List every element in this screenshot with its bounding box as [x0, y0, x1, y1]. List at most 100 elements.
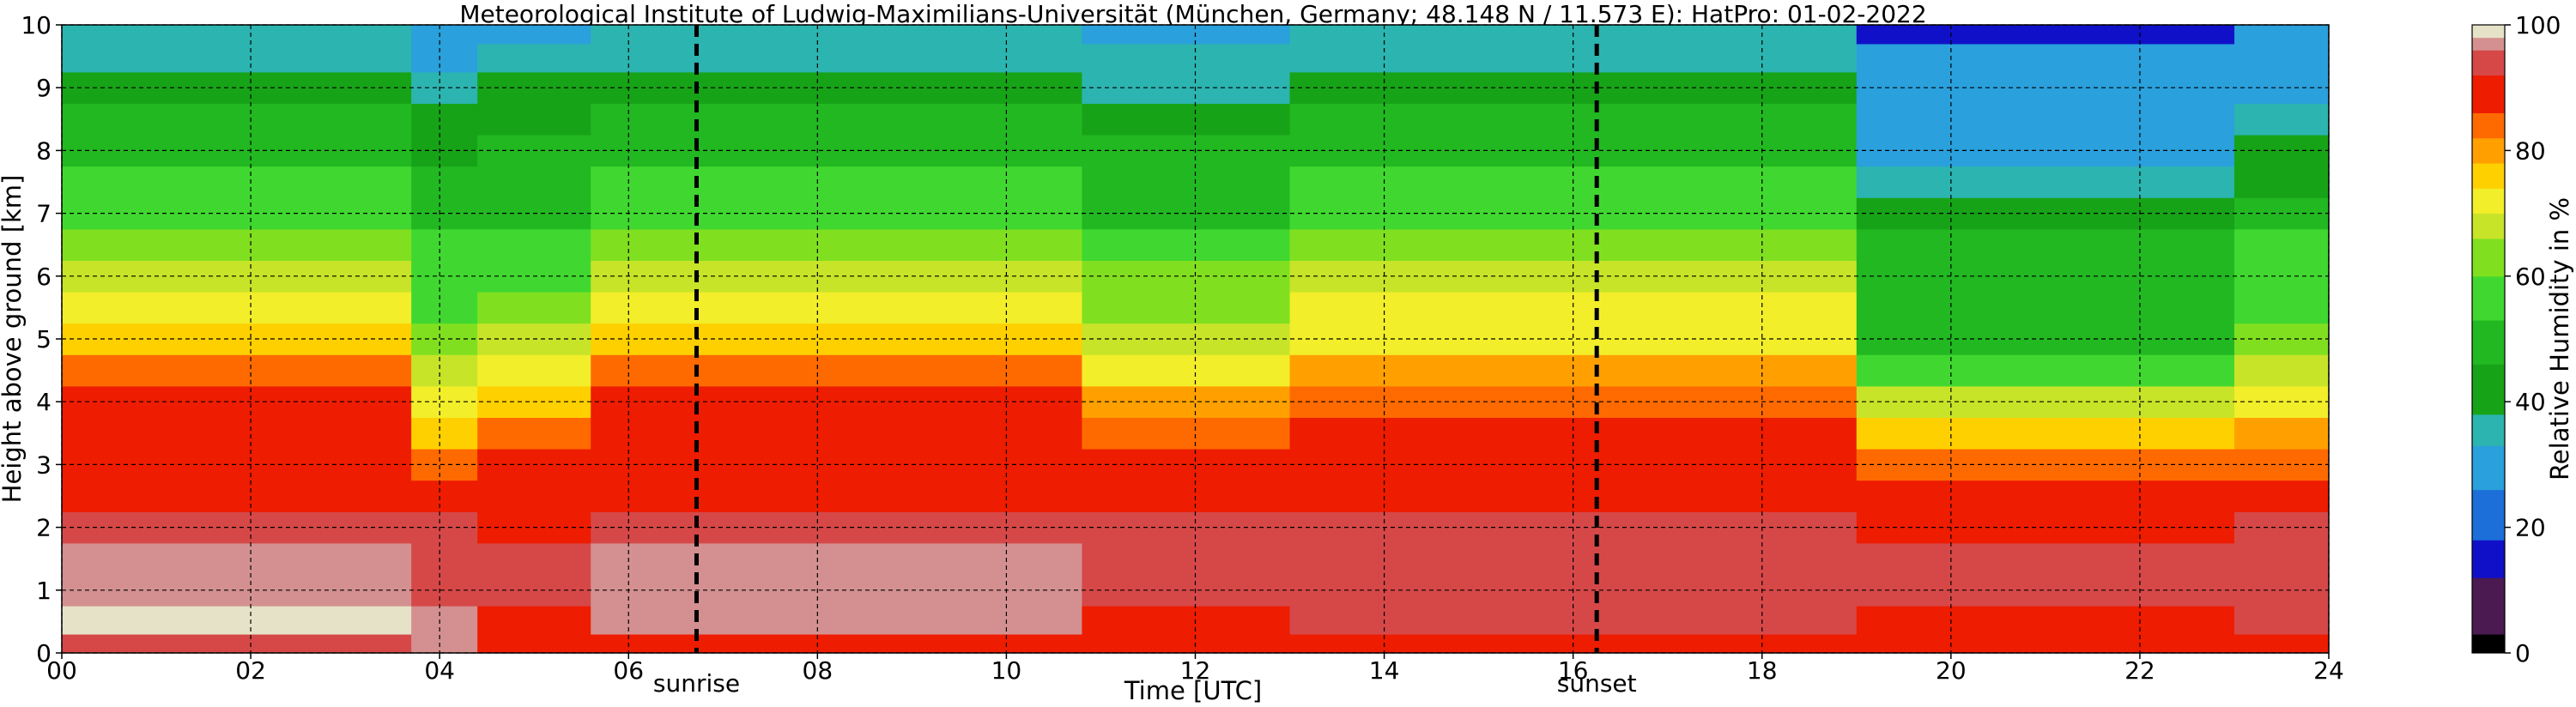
- heatmap-cell: [1856, 385, 2235, 418]
- y-tick-label: 4: [36, 388, 52, 416]
- heatmap-cell: [1082, 103, 1291, 136]
- heatmap-cell: [2234, 166, 2330, 198]
- heatmap-cell: [411, 606, 478, 635]
- heatmap-cell: [62, 166, 412, 198]
- heatmap-cell: [2234, 354, 2330, 387]
- colorbar-segment: [2472, 112, 2505, 139]
- heatmap-cell: [1082, 166, 1291, 198]
- chart-title: Meteorological Institute of Ludwig-Maxim…: [459, 0, 1926, 28]
- heatmap-cell: [62, 542, 412, 575]
- heatmap-cell: [1082, 480, 1291, 512]
- heatmap-cell: [62, 292, 412, 324]
- heatmap-cell: [411, 354, 478, 387]
- colorbar-tick-label: 60: [2515, 263, 2546, 291]
- heatmap-cell: [411, 542, 478, 575]
- colorbar-segment: [2472, 137, 2505, 164]
- colorbar-title: Relative Humidity in %: [2545, 197, 2574, 480]
- heatmap-cell: [1856, 25, 2235, 45]
- colorbar-tick-label: 20: [2515, 514, 2546, 542]
- heatmap-cell: [2234, 417, 2330, 450]
- colorbar-segment: [2472, 320, 2505, 365]
- sunrise-label: sunrise: [653, 669, 740, 698]
- heatmap-cell: [591, 417, 1082, 450]
- heatmap-cell: [2234, 25, 2330, 45]
- heatmap-cell: [411, 292, 478, 324]
- heatmap-cell: [1856, 634, 2235, 654]
- heatmap-cell: [62, 228, 412, 261]
- heatmap-cell: [1082, 354, 1291, 387]
- x-tick-label: 24: [2313, 656, 2344, 685]
- y-tick-label: 0: [36, 639, 52, 668]
- y-tick-label: 7: [36, 200, 52, 228]
- heatmap-cell: [62, 103, 412, 136]
- heatmap-cell: [411, 417, 478, 450]
- heatmap-cell: [477, 103, 591, 136]
- heatmap-cell: [2234, 634, 2330, 654]
- colorbar-segment: [2472, 75, 2505, 113]
- heatmap-cell: [411, 103, 478, 136]
- heatmap-cell: [1856, 103, 2235, 136]
- heatmap-cell: [591, 634, 1082, 654]
- colorbar-tick-label: 80: [2515, 136, 2546, 165]
- heatmap-cell: [2234, 542, 2330, 575]
- heatmap-cell: [62, 25, 412, 45]
- heatmap-cell: [62, 480, 412, 512]
- heatmap-cell: [591, 542, 1082, 575]
- y-tick-label: 3: [36, 450, 52, 479]
- heatmap-cell: [411, 228, 478, 261]
- colorbar: 0 20 40 60 80 100: [2471, 11, 2561, 668]
- heatmap-cell: [1856, 71, 2235, 104]
- heatmap-cell: [1856, 417, 2235, 450]
- heatmap-cell: [1082, 606, 1291, 635]
- heatmap-cell: [62, 43, 412, 73]
- heatmap-cell: [591, 480, 1082, 512]
- heatmap-cell: [1856, 606, 2235, 635]
- heatmap-cell: [591, 103, 1082, 136]
- heatmap-cell: [1082, 228, 1291, 261]
- heatmap-cell: [477, 542, 591, 575]
- x-tick-label: 04: [424, 656, 455, 685]
- heatmap-cell: [62, 354, 412, 387]
- x-tick-label: 06: [613, 656, 644, 685]
- x-tick-label: 00: [46, 656, 77, 685]
- colorbar-segment: [2472, 37, 2505, 51]
- sunset-label: sunset: [1557, 669, 1637, 698]
- heatmap-cell: [1856, 574, 2235, 607]
- heatmap-cell: [477, 354, 591, 387]
- x-tick-label: 20: [1936, 656, 1967, 685]
- heatmap-cell: [1856, 292, 2235, 324]
- heatmap-cell: [2234, 43, 2330, 73]
- colorbar-segment: [2472, 364, 2505, 415]
- heatmap-cell: [1856, 260, 2235, 293]
- colorbar-tick-label: 40: [2515, 388, 2546, 416]
- y-tick-label: 6: [36, 263, 52, 291]
- colorbar-segment: [2472, 445, 2505, 491]
- heatmap-cell: [477, 634, 591, 654]
- heatmap-cell: [2234, 606, 2330, 635]
- x-tick-label: 22: [2124, 656, 2155, 685]
- colorbar-segment: [2472, 540, 2505, 578]
- heatmap-cell: [2234, 292, 2330, 324]
- x-tick-label: 08: [803, 656, 833, 685]
- heatmap-cell: [477, 43, 591, 73]
- heatmap-cell: [1082, 25, 1291, 45]
- y-tick-label: 9: [36, 74, 52, 102]
- colorbar-segment: [2472, 238, 2505, 277]
- heatmap-cell: [411, 166, 478, 198]
- x-tick-label: 10: [991, 656, 1022, 685]
- x-axis-title: Time [UTC]: [1124, 676, 1262, 705]
- heatmap-cell: [1856, 511, 2235, 544]
- heatmap-cell: [2234, 103, 2330, 136]
- heatmap-cell: [1856, 135, 2235, 167]
- heatmap-cell: [1082, 417, 1291, 450]
- heatmap-cell: [1856, 354, 2235, 387]
- heatmap-cell: [62, 634, 412, 654]
- heatmap-cell: [1082, 292, 1291, 324]
- heatmap-cell: [411, 634, 478, 654]
- heatmap-cell: [1856, 43, 2235, 73]
- heatmap-cell: [1856, 197, 2235, 230]
- y-axis-title: Height above ground [km]: [0, 175, 27, 504]
- y-tick-label: 1: [36, 577, 52, 605]
- x-tick-label: 16: [1558, 656, 1589, 685]
